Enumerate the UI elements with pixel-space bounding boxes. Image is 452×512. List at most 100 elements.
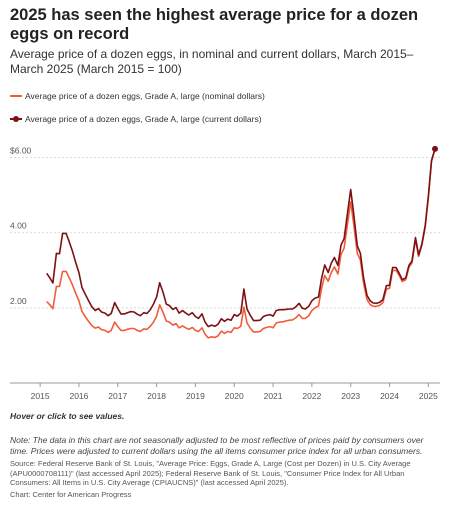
data-point[interactable] [387,282,393,288]
series-line-1[interactable] [46,148,436,328]
data-point[interactable] [115,306,121,312]
data-point[interactable] [325,278,331,284]
data-point[interactable] [238,323,244,329]
data-point[interactable] [325,270,331,276]
data-point[interactable] [66,275,72,281]
data-point[interactable] [215,333,221,339]
x-tick-label: 2025 [419,391,438,401]
line-chart[interactable]: 2.004.00$6.00 2015 2016 2017 2018 2019 2020 20… [0,135,452,405]
data-point[interactable] [361,274,367,280]
legend-item-nominal[interactable]: Average price of a dozen eggs, Grade A, … [10,88,442,104]
data-point[interactable] [76,298,82,304]
data-point[interactable] [335,262,341,268]
x-tick-label: 2019 [186,391,205,401]
data-point[interactable] [47,275,53,281]
data-point[interactable] [422,223,428,229]
data-point[interactable] [322,262,328,268]
data-point[interactable] [238,310,244,316]
data-point[interactable] [348,187,354,193]
x-tick-label: 2020 [225,391,244,401]
data-point[interactable] [416,252,422,258]
data-point[interactable] [157,280,163,286]
data-point[interactable] [345,209,351,215]
data-point[interactable] [154,294,160,300]
x-tick-label: 2016 [69,391,88,401]
latest-value-marker[interactable] [432,145,438,152]
y-tick-label: 4.00 [10,221,27,231]
data-point[interactable] [270,313,276,319]
data-point[interactable] [173,305,179,311]
data-point[interactable] [244,320,250,326]
data-point[interactable] [354,243,360,249]
data-point[interactable] [160,310,166,316]
data-point[interactable] [69,282,75,288]
data-point[interactable] [160,290,166,296]
data-point[interactable] [341,236,347,242]
data-point[interactable] [57,251,63,257]
data-point[interactable] [393,265,399,271]
x-tick-label: 2024 [380,391,399,401]
legend-item-current[interactable]: Average price of a dozen eggs, Grade A, … [10,111,442,127]
data-point[interactable] [335,271,341,277]
data-point[interactable] [73,291,79,297]
data-point[interactable] [157,302,163,308]
series-line-0[interactable] [46,148,436,339]
y-tick-label: $6.00 [10,146,32,156]
data-point[interactable] [79,285,85,291]
data-point[interactable] [396,270,402,276]
data-point[interactable] [425,193,431,199]
data-point[interactable] [380,297,386,303]
legend-swatch-current [10,116,22,122]
data-point[interactable] [151,301,157,307]
data-point[interactable] [338,242,344,248]
data-point[interactable] [403,275,409,281]
data-point[interactable] [316,294,322,300]
grid [10,157,440,384]
data-point[interactable] [112,300,118,306]
data-point[interactable] [241,286,247,292]
data-point[interactable] [63,230,69,236]
data-point[interactable] [154,313,160,319]
data-point[interactable] [331,255,337,261]
data-point[interactable] [63,268,69,274]
data-point[interactable] [147,307,153,313]
data-point[interactable] [306,313,312,319]
data-point[interactable] [319,275,325,281]
data-point[interactable] [419,241,425,247]
data-point[interactable] [215,321,221,327]
data-point[interactable] [306,303,312,309]
data-point[interactable] [357,250,363,256]
data-point[interactable] [69,248,75,254]
data-point[interactable] [108,311,114,317]
data-point[interactable] [50,306,56,312]
data-point[interactable] [73,260,79,266]
data-point[interactable] [364,292,370,298]
legend-swatch-nominal [10,95,22,97]
data-point[interactable] [50,280,56,286]
x-tick-label: 2021 [264,391,283,401]
data-point[interactable] [66,239,72,245]
x-tick-label: 2022 [302,391,321,401]
chart-credit: Chart: Center for American Progress [10,490,132,499]
data-point[interactable] [199,325,205,331]
data-point[interactable] [83,292,89,298]
x-tick-label: 2015 [31,391,50,401]
chart-subtitle: Average price of a dozen eggs, in nomina… [10,47,414,76]
data-point[interactable] [199,311,205,317]
data-point[interactable] [57,283,63,289]
data-point[interactable] [316,303,322,309]
data-point[interactable] [108,327,114,333]
y-axis: 2.00 4.00 $6.00 [10,146,32,306]
data-point[interactable] [351,212,357,218]
data-point[interactable] [244,306,250,312]
data-point[interactable] [151,319,157,325]
data-point[interactable] [228,317,234,323]
data-point[interactable] [429,158,435,164]
data-point[interactable] [86,298,92,304]
data-point[interactable] [409,258,415,264]
x-tick-label: 2023 [341,391,360,401]
data-point[interactable] [76,270,82,276]
data-point[interactable] [413,235,419,241]
data-point[interactable] [328,260,334,266]
data-point[interactable] [79,309,85,315]
